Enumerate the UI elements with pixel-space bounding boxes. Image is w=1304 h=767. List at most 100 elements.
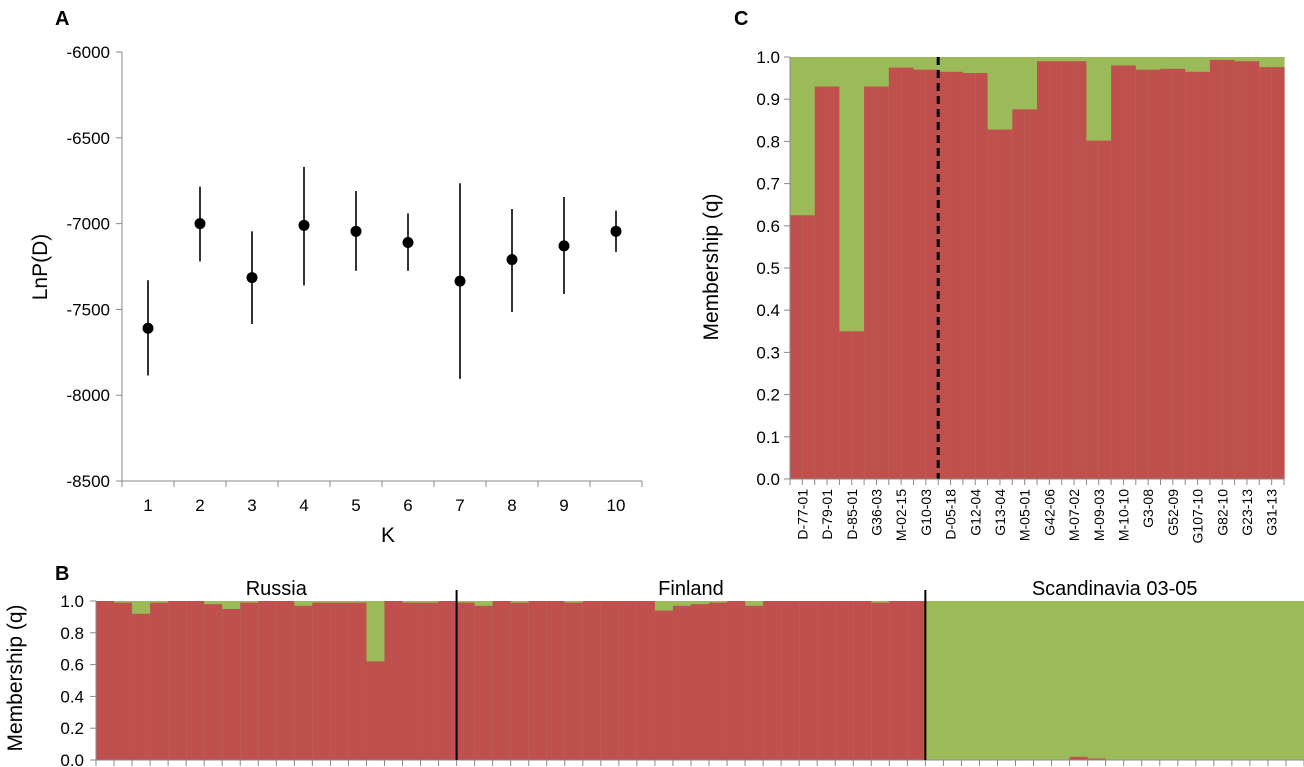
panel-b-letter: B <box>55 563 69 585</box>
panel-b-bar-red <box>312 602 331 760</box>
panel-b-bar-green <box>1033 601 1053 760</box>
panel-a-x-tick-label: 4 <box>299 496 308 515</box>
panel-c-x-tick-label: M-02-15 <box>893 489 909 541</box>
panel-b-bar-red <box>871 602 890 760</box>
panel-a-x-tick-label: 3 <box>247 496 256 515</box>
panel-b-bar-red <box>799 601 818 760</box>
panel-b-bar-red <box>745 605 764 760</box>
panel-c-bar-red <box>1098 140 1112 479</box>
panel-c-bar-red <box>1086 140 1100 479</box>
panel-a-data-point <box>350 225 362 237</box>
panel-c-y-tick-label: 0.6 <box>756 217 780 236</box>
panel-b-bar-red <box>889 601 908 760</box>
panel-c-bar-red <box>901 67 915 480</box>
panel-a-data-point <box>454 275 466 287</box>
panel-a-x-tick-label: 1 <box>143 496 152 515</box>
panel-b-bar-red <box>727 601 746 760</box>
panel-b-bar-red <box>600 601 620 760</box>
panel-b-bar-red <box>438 601 458 760</box>
panel-a-data-point <box>194 218 206 230</box>
panel-c-x-tick-label: M-07-02 <box>1066 489 1082 541</box>
panel-b-bar-red <box>853 601 872 760</box>
panel-a-y-tick-label: -7000 <box>67 215 110 234</box>
panel-b-bar-red <box>781 601 800 760</box>
panel-a-y-tick-label: -6000 <box>67 43 110 62</box>
panel-a-lnp-plot: A -6000 -6500 -7000 -7500 -8000 -8500 1 2 3 4 5 6 7… <box>29 8 643 547</box>
panel-c-bar-red <box>1012 109 1026 479</box>
panel-c-bar-red <box>1246 61 1260 479</box>
panel-c-bar-red <box>1148 69 1162 479</box>
panel-c-bar-red <box>1024 109 1038 479</box>
panel-c-bar-red <box>1074 61 1087 479</box>
panel-b-bar-red <box>294 605 313 760</box>
panel-b-bar-green <box>1141 601 1161 760</box>
panel-a-x-tick-label: 7 <box>455 496 464 515</box>
panel-b-bar-red <box>618 601 638 760</box>
panel-b-group-label: Scandinavia 03-05 <box>1032 578 1198 600</box>
panel-c-bar-red <box>999 129 1013 480</box>
panel-c-x-tick-label: D-05-18 <box>943 489 959 540</box>
panel-a-data-point <box>402 236 414 248</box>
panel-c-bar-red <box>1111 65 1125 479</box>
panel-c-bar-red <box>975 73 989 479</box>
panel-b-bar-red <box>1069 756 1089 760</box>
panel-b-bar-green <box>1195 601 1215 760</box>
panel-b-bar-green <box>1249 601 1269 760</box>
panel-c-y-tick-label: 1.0 <box>756 48 780 67</box>
panel-a-y-tick-label: -7500 <box>67 300 110 319</box>
panel-b-y-tick-label: 0.0 <box>60 751 84 767</box>
panel-b-bar-green <box>1105 601 1125 760</box>
panel-b-bar-green <box>943 601 963 760</box>
panel-b-bar-red <box>636 601 656 760</box>
panel-c-x-tick-label: M-09-03 <box>1091 489 1107 541</box>
panel-b-y-axis-title: Membership (q) <box>4 604 27 751</box>
panel-a-data-point <box>142 322 154 334</box>
panel-b-bar-green <box>1177 601 1197 760</box>
panel-b-bar-green <box>979 601 999 760</box>
panel-b-bar-green <box>1015 601 1035 760</box>
panel-b-bar-green <box>997 601 1017 760</box>
panel-c-bar-red <box>851 331 865 479</box>
panel-c-bar-red <box>827 86 840 479</box>
panel-c-y-tick-label: 0.9 <box>756 90 780 109</box>
panel-b-bar-green <box>1051 601 1071 760</box>
panel-c-bar-red <box>1172 68 1186 479</box>
panel-c-y-tick-label: 0.8 <box>756 132 780 151</box>
panel-c-x-tick-label: D-79-01 <box>819 489 835 540</box>
panel-b-bar-green <box>1123 601 1143 760</box>
panel-c-y-tick-label: 0.2 <box>756 386 780 405</box>
panel-c-y-axis-title: Membership (q) <box>700 193 723 340</box>
panel-a-data-point <box>506 254 518 266</box>
panel-c-x-tick-label: D-77-01 <box>794 489 810 540</box>
panel-c-bar-red <box>790 215 803 479</box>
panel-b-bar-red <box>402 602 422 760</box>
panel-b-bar-red <box>690 604 710 760</box>
panel-c-bar-red <box>876 86 890 479</box>
panel-c-bar-red <box>1271 67 1285 480</box>
panel-c-bar-red <box>950 71 964 480</box>
panel-b-group-label: Russia <box>246 578 308 600</box>
panel-c-y-tick-label: 0.3 <box>756 343 780 362</box>
panel-b-bar-red <box>456 602 476 760</box>
panel-c-letter: C <box>734 8 748 30</box>
panel-b-bar-red <box>582 601 602 760</box>
panel-a-y-tick-label: -6500 <box>67 129 110 148</box>
panel-b-bar-red <box>168 601 187 760</box>
panel-b-bar-green <box>961 601 981 760</box>
panel-c-bar-red <box>987 129 1001 480</box>
panel-c-bar-red <box>1222 59 1236 479</box>
panel-a-x-tick-label: 2 <box>195 496 204 515</box>
panel-c-bar-red <box>1185 71 1199 480</box>
panel-c-x-tick-label: M-10-10 <box>1115 489 1131 541</box>
panel-c-x-tick-label: G82-10 <box>1214 489 1230 536</box>
panel-a-x-tick-label: 5 <box>351 496 360 515</box>
panel-b-bar-red <box>384 601 404 760</box>
panel-c-bar-red <box>1197 71 1211 480</box>
panel-a-data-point <box>246 272 258 284</box>
panel-b-y-tick-label: 0.2 <box>60 719 84 738</box>
panel-c-x-tick-label: G13-04 <box>992 489 1008 536</box>
panel-c-bar-red <box>1135 69 1149 479</box>
panel-c-y-tick-label: 0.0 <box>756 470 780 489</box>
panel-b-bar-red <box>222 608 241 760</box>
panel-a-x-axis-title: K <box>381 524 395 547</box>
